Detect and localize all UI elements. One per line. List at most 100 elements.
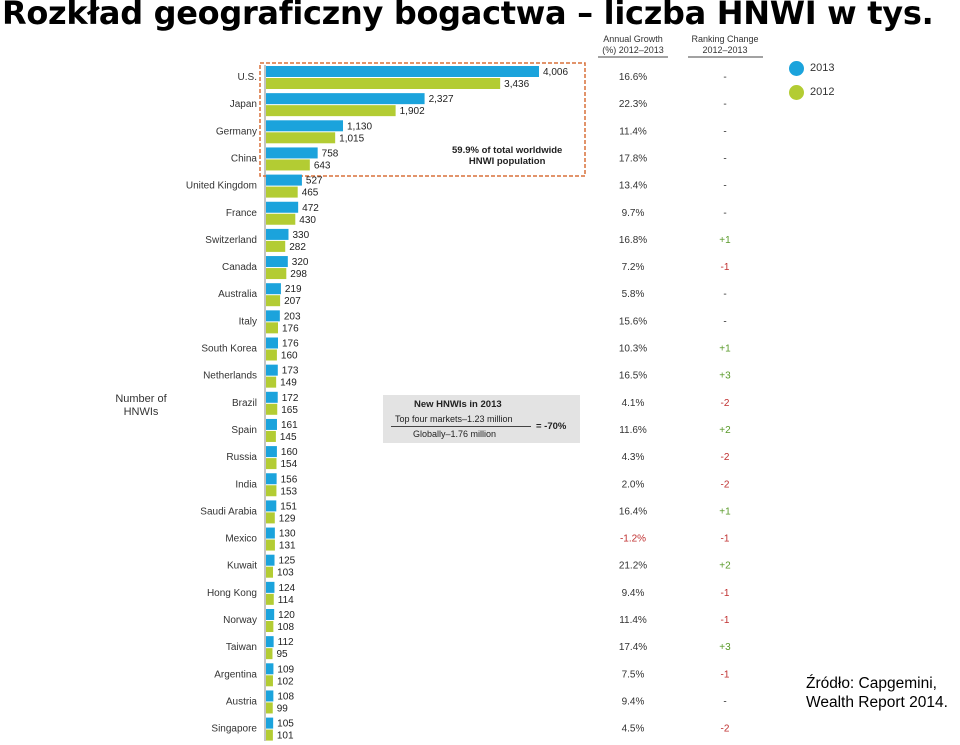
bar-2012 [266,485,277,497]
growth-value: -1.2% [620,534,646,545]
category-label: Argentina [214,669,257,680]
growth-value: 11.4% [619,615,647,626]
growth-value: 9.4% [622,696,645,707]
category-label: Australia [218,289,257,300]
growth-value: 21.2% [619,561,647,572]
legend-item-2012: 2012 [789,80,834,104]
growth-value: 7.2% [622,262,645,273]
category-label: Hong Kong [207,588,257,599]
growth-value: 5.8% [622,289,645,300]
category-label: Canada [222,262,257,273]
legend-swatch-2013 [789,60,804,76]
ranking-change-value: - [723,72,726,83]
bar-2012 [266,458,277,470]
value-label-2012: 282 [289,242,306,253]
value-label-2012: 149 [280,378,297,389]
category-label: Taiwan [226,642,257,653]
category-label: Saudi Arabia [200,506,257,517]
category-label: Austria [226,696,258,707]
bar-2013 [266,527,275,539]
growth-value: 16.8% [619,235,647,246]
category-label: Mexico [225,534,257,545]
value-label-2013: 124 [278,583,295,594]
bar-2013 [266,581,275,593]
bar-2013 [266,554,275,566]
bar-2012 [266,132,336,144]
value-label-2012: 160 [281,351,298,362]
value-label-2013: 105 [277,719,294,730]
value-label-2013: 108 [277,691,294,702]
growth-value: 2.0% [622,479,645,490]
ranking-change-value: -1 [721,615,730,626]
category-label: Russia [226,452,257,463]
bar-2012 [266,268,287,280]
growth-value: 4.1% [622,398,645,409]
bar-2012 [266,186,298,198]
bar-2013 [266,446,277,458]
category-label: Japan [230,99,257,110]
category-label: Brazil [232,398,257,409]
bar-2013 [266,337,278,349]
value-label-2012: 298 [290,269,307,280]
bar-2013 [266,609,275,620]
bar-2012 [266,512,275,524]
ranking-change-value: - [723,153,726,164]
bar-2012 [266,322,278,334]
bar-2013 [266,283,281,295]
new-hnwi-box: New HNWIs in 2013 Top four markets–1.23 … [383,395,580,443]
bar-2013 [266,717,274,729]
bar-2012 [266,213,296,225]
bar-2013 [266,174,302,186]
value-label-2012: 102 [277,676,294,687]
value-label-2012: 101 [277,731,294,742]
value-label-2013: 112 [278,637,294,648]
value-label-2013: 120 [278,610,295,621]
value-label-2012: 131 [279,541,296,552]
bar-2013 [266,500,277,512]
growth-value: 11.6% [619,425,647,436]
bar-2013 [266,66,539,77]
bar-2013 [266,201,299,213]
growth-value: 16.5% [619,371,647,382]
growth-value: 11.4% [619,126,647,137]
value-label-2012: 95 [276,649,288,660]
growth-value: 9.4% [622,588,645,599]
bar-2012 [266,295,281,307]
growth-value: 16.4% [619,506,647,517]
value-label-2012: 103 [277,568,294,579]
value-label-2012: 430 [299,215,316,226]
growth-value: 4.5% [622,724,645,735]
bar-2012 [266,240,286,252]
category-label: India [235,479,257,490]
value-label-2013: 1,130 [347,121,372,132]
ranking-change-value: -2 [721,452,730,463]
top-four-callout: 59.9% of total worldwide HNWI population [452,145,563,167]
bar-2012 [266,539,275,551]
bar-2012 [266,566,274,578]
category-label: South Korea [201,344,257,355]
category-label: Switzerland [205,235,257,246]
value-label-2012: 154 [280,459,297,470]
value-label-2012: 153 [280,486,297,497]
category-label: United Kingdom [186,181,257,192]
category-label: Kuwait [227,561,257,572]
value-label-2013: 176 [282,339,299,350]
ranking-change-value: - [723,289,726,300]
growth-value: 17.4% [619,642,647,653]
value-label-2012: 114 [278,595,294,606]
value-label-2013: 151 [280,501,297,512]
value-label-2012: 643 [314,160,331,171]
legend-swatch-2012 [789,84,804,100]
category-label: Germany [216,126,257,137]
value-label-2012: 145 [280,432,297,443]
bar-2012 [266,593,274,605]
bar-2013 [266,93,425,105]
value-label-2013: 320 [292,257,309,268]
growth-value: 16.6% [619,72,647,83]
page-title: Rozkład geograficzny bogactwa – liczba H… [2,0,934,32]
ranking-change-value: -2 [721,479,730,490]
growth-value: 22.3% [619,99,647,110]
value-label-2013: 472 [302,203,319,214]
growth-value: 17.8% [619,153,647,164]
ranking-change-value: -2 [721,398,730,409]
